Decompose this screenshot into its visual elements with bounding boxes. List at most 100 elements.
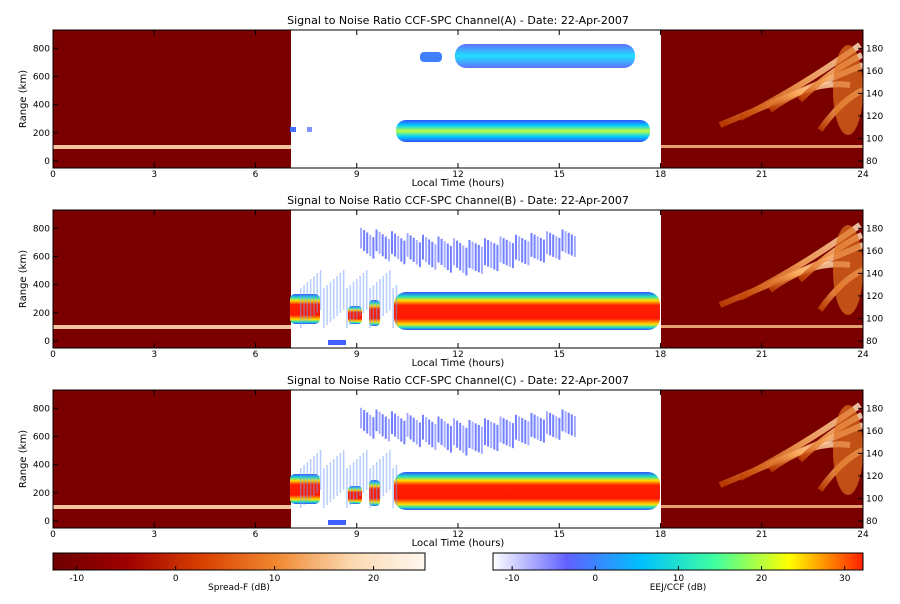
echo-upper [549,412,552,436]
y2-tick-label: 120 [866,472,883,482]
echo-upper [502,418,505,444]
echo-upper [487,419,490,447]
echo-scatter [372,465,375,505]
echo-upper [536,236,539,260]
colorbar-tick-label: -10 [69,574,84,584]
echo-upper [391,411,393,434]
heatmap-image [53,390,865,528]
echo-scatter [349,285,351,325]
echo-upper [567,232,570,255]
y-tick-label: 200 [33,309,50,319]
echo-upper [561,229,564,252]
y-tick-label: 0 [44,157,50,167]
echo-upper [530,413,533,437]
echo-upper [360,227,362,249]
y-tick-label: 400 [33,101,50,111]
y-tick-label: 400 [33,461,50,471]
echo-upper [375,229,378,252]
echo-upper [518,236,521,262]
echo-scatter [300,468,302,508]
echo-upper [508,241,511,267]
echo-upper [415,240,418,265]
echo-upper [384,416,387,439]
echo-scatter [342,450,345,490]
echo-scatter [359,276,361,316]
echo-upper [425,417,428,443]
echo-scatter [395,465,398,505]
echo-upper [521,238,524,263]
y-axis-label: Range (km) [18,70,29,128]
y-tick-label: 0 [44,517,50,527]
echo-scatter [303,285,305,325]
echo-upper [428,419,431,445]
echo-upper [422,234,424,260]
echo-scatter [362,273,365,313]
echo-upper [431,241,434,268]
echo-upper [561,409,564,432]
echo-upper [453,238,455,266]
echo-upper [381,234,384,257]
echo-scatter [362,453,365,493]
x-axis-label: Local Time (hours) [412,538,505,549]
x-tick-label: 24 [857,350,869,360]
echo-low [290,474,320,504]
echo-upper [459,422,462,451]
colorbar-tick-label: 0 [592,574,598,584]
echo-upper [462,245,465,273]
echo-scatter [379,279,381,319]
y-tick-label: 600 [33,72,50,82]
echo-upper [570,414,573,436]
x-tick-label: 24 [857,530,869,540]
echo-upper [471,421,474,450]
echo-upper [502,238,505,264]
echo-scatter [366,450,368,490]
echo-scatter [339,273,342,313]
echo-scatter [319,270,322,310]
echo-upper [536,416,539,440]
echo-upper [518,416,521,442]
echo-low [348,486,362,504]
echo-upper [366,412,369,434]
y-tick-label: 200 [33,489,50,499]
echo-upper [400,418,403,442]
echo-upper [558,417,561,440]
x-tick-label: 21 [756,170,767,180]
echo-scatter [389,450,391,490]
echo-upper [493,423,496,450]
x-tick-label: 21 [756,350,767,360]
echo-upper [369,414,372,437]
echo-upper [480,246,483,274]
y-tick-label: 600 [33,252,50,262]
night-echo [53,145,291,149]
echo-upper [524,239,527,264]
echo-upper [381,414,384,437]
y2-tick-label: 180 [866,224,883,234]
echo-upper [440,418,443,445]
x-tick-label: 24 [857,170,869,180]
night-echo [53,505,291,509]
echo-upper [400,238,403,262]
echo-upper [403,240,406,265]
colorbar-tick-label: 10 [673,574,685,584]
echo-scatter [346,288,348,328]
echo-upper [539,237,542,262]
echo-scatter [375,462,378,502]
x-tick-label: 12 [452,530,463,540]
chart-title: Signal to Noise Ratio CCF-SPC Channel(B)… [287,194,629,207]
echo-upper [542,419,545,443]
x-tick-label: 9 [354,170,360,180]
echo-upper [387,238,390,262]
x-tick-label: 3 [151,350,157,360]
echo-upper [471,241,474,270]
echo-upper [493,243,496,270]
echo-upper [406,413,409,437]
colorbar [52,552,426,571]
echo-upper [468,420,471,448]
echo-upper [468,240,471,268]
x-tick-label: 3 [151,530,157,540]
echo-upper [524,419,527,444]
echo-upper [508,421,511,447]
colorbar-tick-label: 20 [756,574,768,584]
y-tick-label: 800 [33,404,50,414]
x-tick-label: 15 [554,350,565,360]
